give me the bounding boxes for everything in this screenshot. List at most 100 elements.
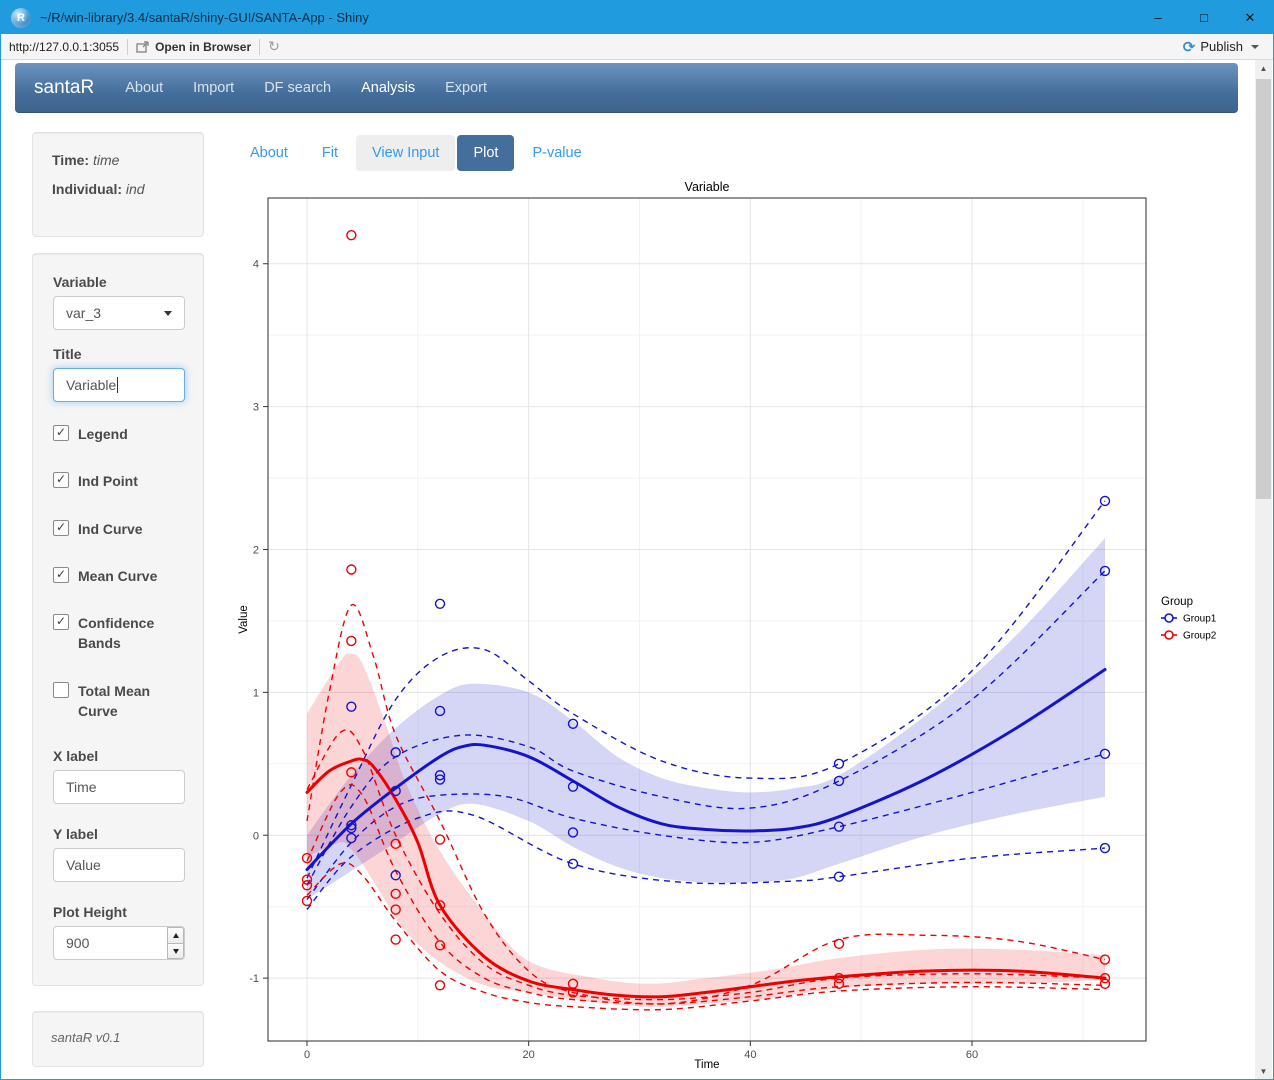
legend-checkbox-label: Legend bbox=[78, 426, 128, 442]
spinner-up-button[interactable] bbox=[167, 927, 184, 944]
svg-text:Group: Group bbox=[1161, 596, 1193, 608]
ind-curve-checkbox-label: Ind Curve bbox=[78, 520, 143, 537]
svg-text:1: 1 bbox=[253, 687, 259, 699]
nav-item-import[interactable]: Import bbox=[193, 80, 235, 96]
nav-item-export[interactable]: Export bbox=[445, 80, 488, 96]
checkbox-icon[interactable]: ✓ bbox=[53, 425, 69, 441]
tab-plot[interactable]: Plot bbox=[457, 135, 515, 171]
analysis-tabs: About Fit View Input Plot P-value bbox=[234, 135, 600, 171]
title-bar: R ~/R/win-library/3.4/santaR/shiny-GUI/S… bbox=[1, 1, 1273, 34]
minimize-button[interactable]: – bbox=[1154, 10, 1162, 25]
tab-about[interactable]: About bbox=[250, 145, 288, 161]
refresh-icon[interactable]: ↻ bbox=[268, 38, 280, 54]
chevron-down-icon bbox=[164, 310, 172, 316]
checkbox-icon[interactable]: ✓ bbox=[53, 614, 69, 631]
publish-label: Publish bbox=[1200, 39, 1243, 54]
version-text: santaR v0.1 bbox=[51, 1030, 121, 1045]
checkbox-icon[interactable]: ✓ bbox=[53, 566, 69, 583]
spinner-down-button[interactable] bbox=[167, 942, 184, 960]
scroll-up-arrow[interactable]: ▲ bbox=[1259, 64, 1268, 73]
scroll-thumb[interactable] bbox=[1256, 79, 1271, 499]
close-button[interactable]: ✕ bbox=[1244, 9, 1256, 25]
svg-text:Variable: Variable bbox=[685, 180, 730, 194]
tab-p-value[interactable]: P-value bbox=[532, 145, 582, 161]
ylabel-label: Y label bbox=[53, 826, 98, 843]
title-input-value: Variable bbox=[66, 377, 117, 393]
svg-text:-1: -1 bbox=[249, 973, 259, 985]
plot-canvas: 0 20 40 60 -1 0 1 2 3 4 Variable Time Value Group Grou… bbox=[231, 176, 1231, 1079]
variable-select[interactable]: var_3 bbox=[53, 296, 185, 330]
variable-selected-value: var_3 bbox=[66, 305, 102, 321]
title-input[interactable]: Variable bbox=[53, 368, 185, 402]
navbar-brand[interactable]: santaR bbox=[34, 77, 95, 98]
publish-button[interactable]: ⟳ Publish bbox=[1183, 38, 1259, 56]
svg-text:0: 0 bbox=[304, 1049, 310, 1061]
open-in-browser-button[interactable]: Open in Browser bbox=[136, 40, 251, 54]
plot-height-label: Plot Height bbox=[53, 904, 127, 921]
svg-text:Group1: Group1 bbox=[1183, 614, 1217, 625]
toolbar-separator bbox=[127, 38, 129, 55]
open-window-icon bbox=[136, 40, 149, 53]
confidence-bands-checkbox-label: Confidence Bands bbox=[78, 615, 155, 652]
xlabel-label: X label bbox=[53, 748, 99, 765]
tab-fit[interactable]: Fit bbox=[321, 145, 339, 161]
ylabel-input[interactable]: Value bbox=[53, 848, 185, 883]
svg-text:40: 40 bbox=[744, 1049, 756, 1061]
text-cursor bbox=[117, 377, 119, 393]
ind-point-checkbox-row[interactable]: ✓ Ind Point bbox=[53, 471, 183, 491]
navbar: santaR About Import DF search Analysis E… bbox=[15, 63, 1238, 113]
nav-item-analysis[interactable]: Analysis bbox=[361, 80, 416, 96]
viewer-toolbar: http://127.0.0.1:3055 Open in Browser ↻ … bbox=[1, 34, 1273, 60]
variable-label: Variable bbox=[53, 274, 107, 290]
svg-text:4: 4 bbox=[253, 259, 259, 271]
individual-label: Individual: bbox=[52, 181, 122, 197]
plot-height-value: 900 bbox=[66, 935, 90, 952]
window-title: ~/R/win-library/3.4/santaR/shiny-GUI/SAN… bbox=[40, 10, 369, 25]
xlabel-input[interactable]: Time bbox=[53, 770, 185, 805]
controls-panel: Variable var_3 Title Variable ✓ Legend ✓… bbox=[32, 253, 204, 986]
svg-text:2: 2 bbox=[253, 544, 259, 556]
mean-curve-checkbox-label: Mean Curve bbox=[78, 567, 158, 584]
tab-view-input[interactable]: View Input bbox=[356, 135, 456, 171]
svg-text:3: 3 bbox=[253, 402, 259, 414]
individual-value: ind bbox=[125, 181, 145, 197]
publish-dropdown-caret[interactable] bbox=[1251, 44, 1259, 49]
total-mean-curve-checkbox-row[interactable]: Total Mean Curve bbox=[53, 681, 183, 722]
url-text: http://127.0.0.1:3055 bbox=[9, 39, 120, 54]
nav-item-df-search[interactable]: DF search bbox=[264, 80, 332, 96]
confidence-bands-checkbox-row[interactable]: ✓ Confidence Bands bbox=[53, 613, 183, 654]
total-mean-curve-checkbox-label: Total Mean Curve bbox=[78, 682, 151, 720]
number-spinner bbox=[167, 927, 184, 960]
maximize-button[interactable]: □ bbox=[1200, 10, 1208, 25]
vertical-scrollbar[interactable]: ▲ ▼ bbox=[1255, 60, 1272, 1079]
title-label: Title bbox=[53, 346, 82, 362]
mean-curve-checkbox-row[interactable]: ✓ Mean Curve bbox=[53, 566, 183, 586]
scroll-down-arrow[interactable]: ▼ bbox=[1259, 1067, 1268, 1076]
checkbox-icon[interactable]: ✓ bbox=[53, 472, 69, 489]
time-value: time bbox=[92, 152, 120, 168]
svg-text:Group2: Group2 bbox=[1183, 631, 1217, 642]
svg-text:60: 60 bbox=[966, 1049, 978, 1061]
checkbox-icon[interactable]: ✓ bbox=[53, 519, 69, 536]
checkbox-icon[interactable] bbox=[53, 681, 69, 698]
open-in-browser-label: Open in Browser bbox=[155, 39, 252, 54]
svg-text:0: 0 bbox=[253, 830, 259, 842]
toolbar-separator bbox=[259, 38, 261, 55]
nav-item-about[interactable]: About bbox=[125, 80, 164, 96]
time-label: Time: bbox=[52, 152, 90, 168]
ind-point-checkbox-label: Ind Point bbox=[78, 473, 138, 490]
svg-text:Value: Value bbox=[238, 605, 250, 634]
legend-checkbox-row[interactable]: ✓ Legend bbox=[53, 424, 183, 444]
arrow-down-icon bbox=[172, 948, 179, 954]
version-panel: santaR v0.1 bbox=[32, 1011, 204, 1067]
individual-info: Individual: ind bbox=[52, 181, 184, 197]
plot-height-input[interactable]: 900 bbox=[53, 926, 185, 961]
time-info: Time: time bbox=[52, 152, 184, 168]
svg-text:Time: Time bbox=[694, 1059, 719, 1071]
r-logo-icon: R bbox=[11, 7, 31, 28]
info-panel: Time: time Individual: ind bbox=[32, 132, 204, 237]
xlabel-input-value: Time bbox=[66, 779, 97, 796]
ind-curve-checkbox-row[interactable]: ✓ Ind Curve bbox=[53, 519, 183, 539]
chart-svg: 0 20 40 60 -1 0 1 2 3 4 Variable Time Value Group Grou… bbox=[238, 180, 1217, 1071]
publish-icon: ⟳ bbox=[1182, 38, 1196, 56]
